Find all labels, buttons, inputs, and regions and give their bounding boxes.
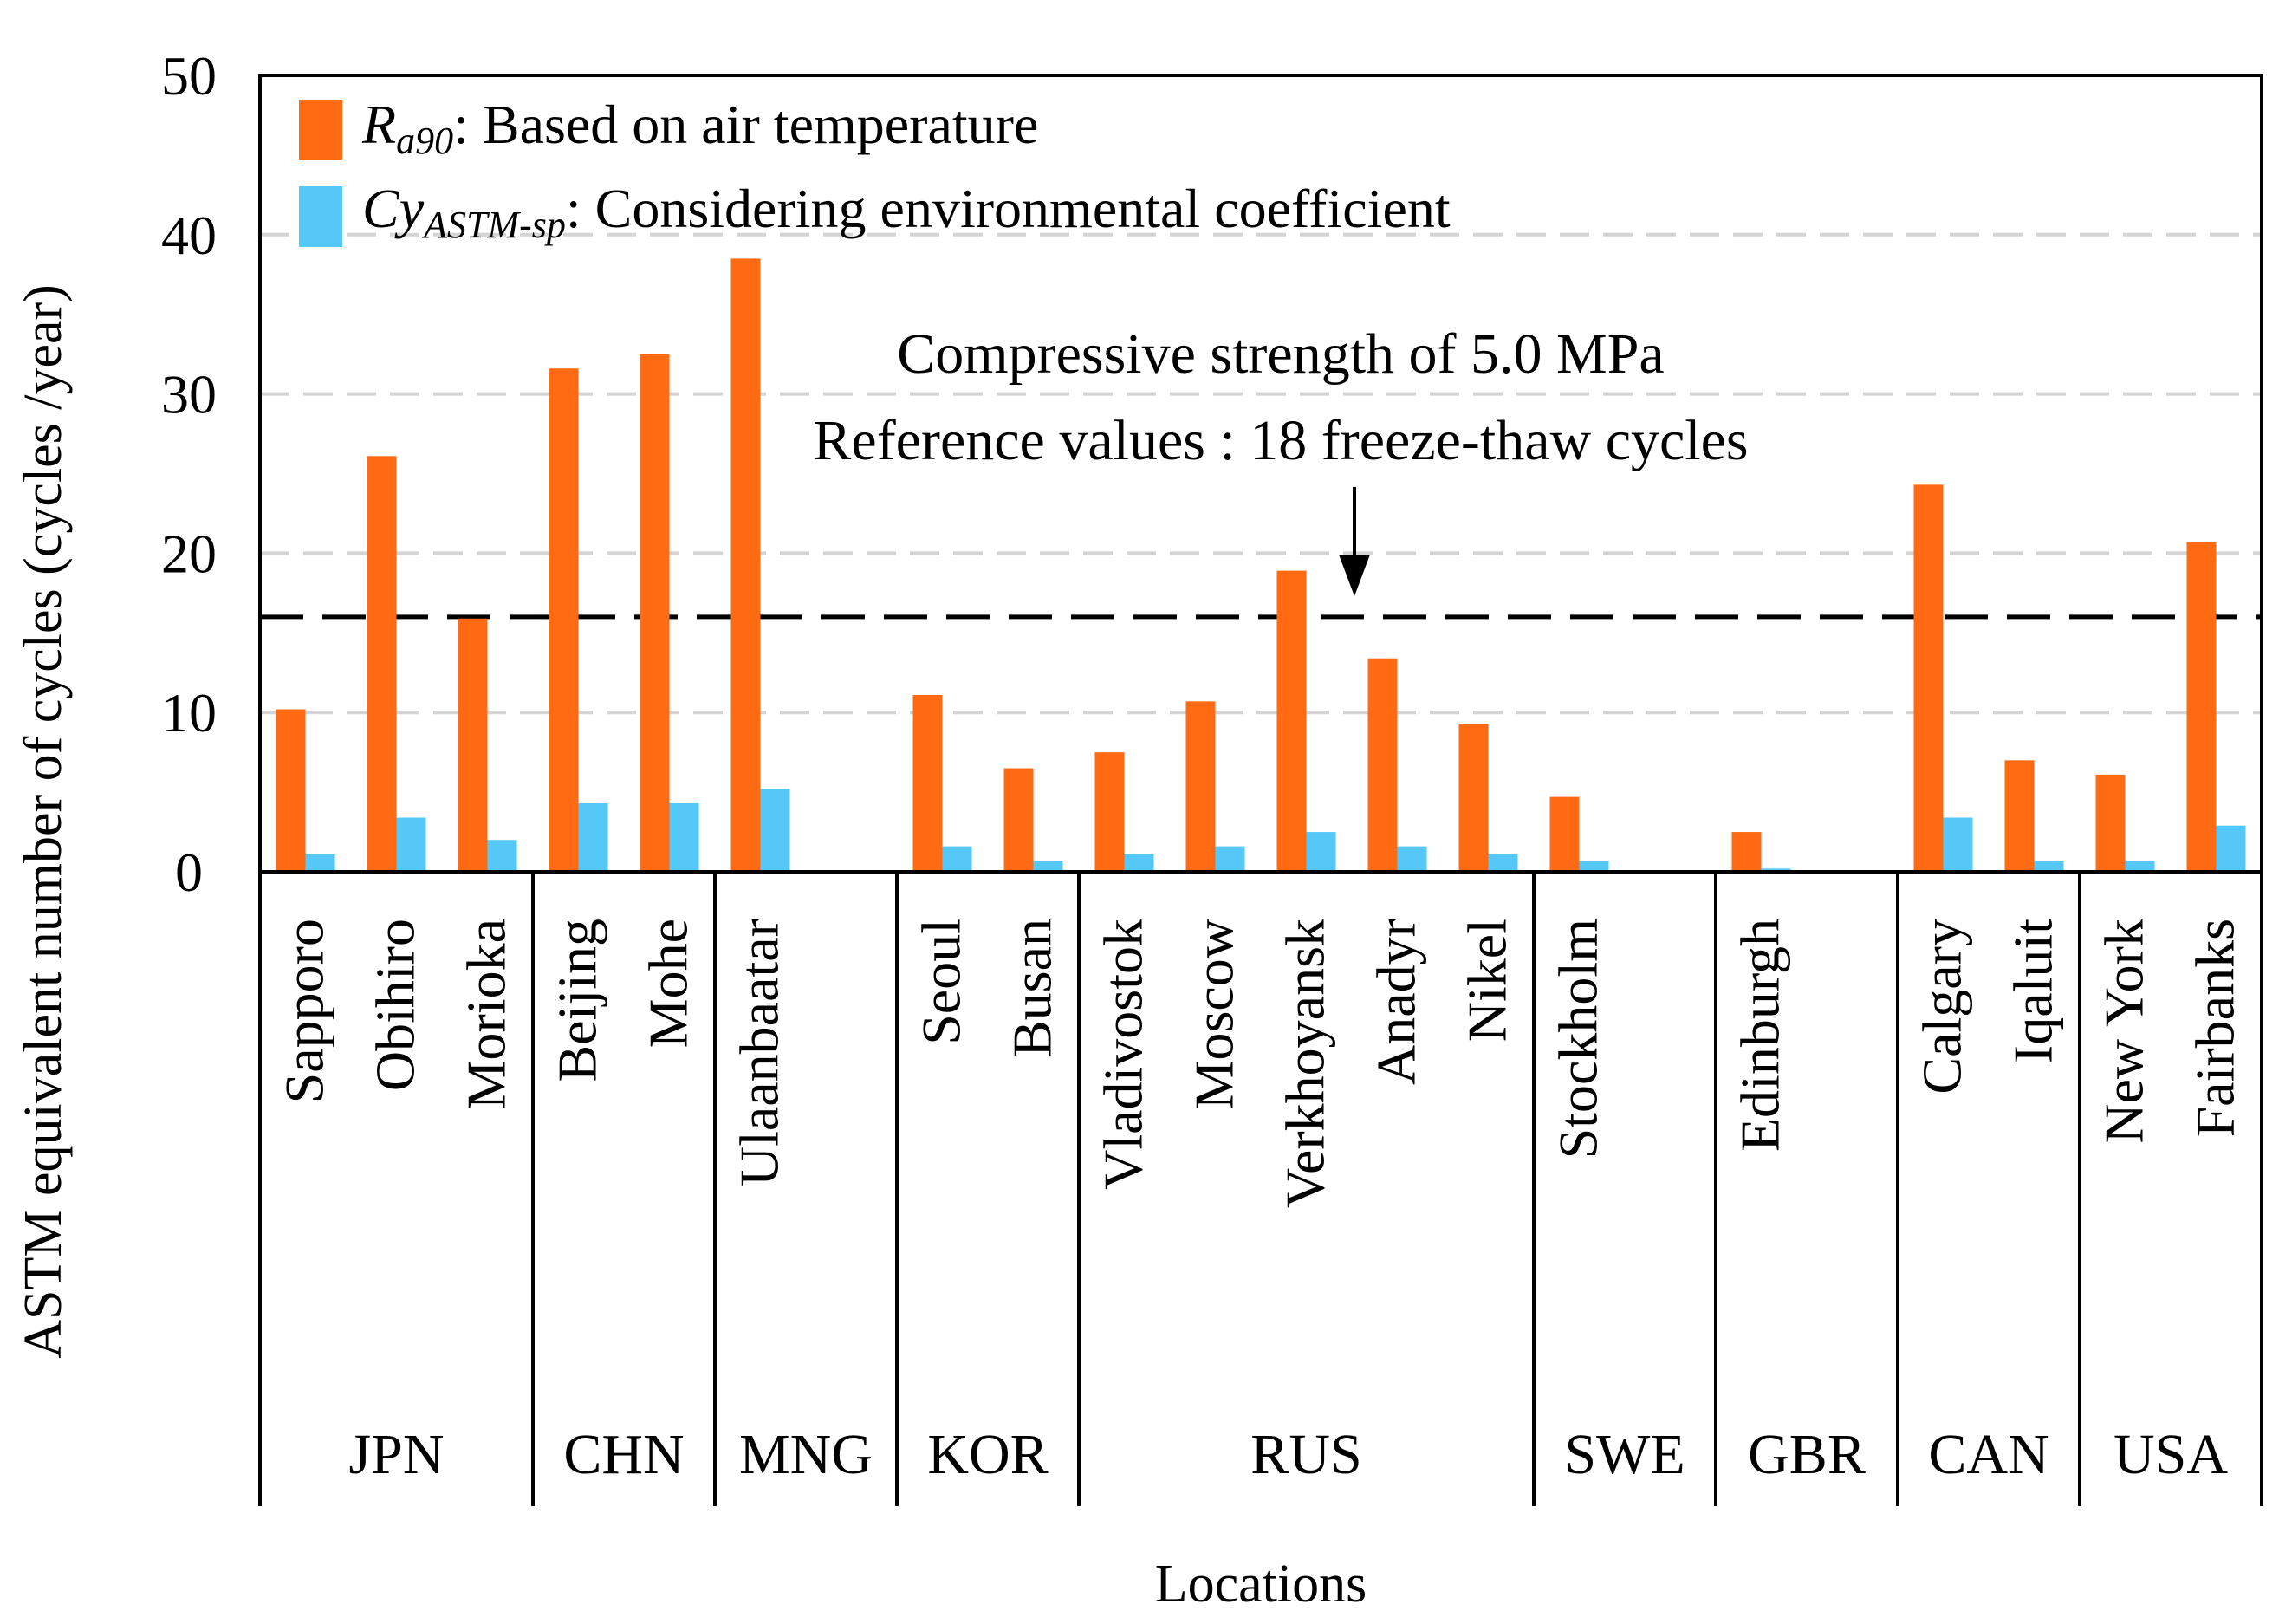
legend-cyastm-description: : Considering environmental coefficient [566,178,1451,239]
bar-cyastm [2216,825,2246,872]
y-ticks: 0 10 20 30 40 50 [161,45,217,903]
group-label: KOR [927,1423,1048,1486]
x-category-label: Mohe [638,919,699,1048]
bar-cyastm [1124,854,1154,872]
bar-ra90 [912,694,943,872]
y-tick-label: 0 [175,841,203,903]
bar-cyastm [305,854,335,872]
x-category-label: Busan [1002,919,1063,1057]
x-category-label: Moscow [1184,919,1245,1109]
legend-ra90-symbol: R [361,94,396,155]
bar-ra90 [458,618,488,872]
y-tick-label: 50 [161,45,217,107]
y-tick-label: 30 [161,364,217,425]
x-category-label: Stockholm [1548,919,1609,1159]
bar-cyastm [760,789,790,872]
group-label: SWE [1564,1423,1685,1486]
group-label: JPN [348,1423,444,1486]
x-category-labels: Sapporo Obihiro Morioka Beijing Mohe Ulaanbaa… [274,919,2246,1208]
group-label: GBR [1748,1423,1866,1486]
bar-ra90 [730,258,761,872]
x-category-label: Verkhoyansk [1275,919,1336,1208]
legend-cyastm-subscript: ASTM-sp [421,204,566,246]
annotation-reference: Reference values : 18 freeze-thaw cycles [813,409,1748,472]
x-category-label: Edinburgh [1730,919,1791,1152]
bar-cyastm [669,802,699,872]
x-category-label: Beijing [547,919,608,1082]
legend: Ra90: Based on air temperature CyASTM-sp… [299,94,1451,247]
group-label: CAN [1928,1423,2049,1486]
legend-entry-ra90: Ra90: Based on air temperature [361,94,1038,162]
bar-cyastm [2034,861,2064,872]
x-category-label: Anadyr [1366,919,1427,1085]
x-category-label: New York [2094,919,2155,1144]
group-label: USA [2113,1423,2228,1486]
bar-ra90 [1094,752,1125,872]
legend-cyastm-symbol: Cy [362,178,425,239]
bar-ra90 [2004,760,2035,872]
bar-cyastm [1943,817,1973,872]
bar-ra90 [367,456,397,872]
legend-entry-cyastm: CyASTM-sp: Considering environmental coe… [362,178,1451,246]
y-axis-label: ASTM equivalent number of cycles (cycles… [14,284,73,1359]
group-label: CHN [563,1423,684,1486]
x-category-label: Ulaanbaatar [729,919,790,1186]
legend-ra90-description: : Based on air temperature [453,94,1038,155]
bar-cyastm [1033,861,1063,872]
x-category-label: Morioka [456,919,517,1109]
bar-ra90 [2095,774,2126,872]
x-category-label: Seoul [911,919,972,1045]
bars [276,258,2246,872]
x-category-label: Fairbanks [2185,919,2246,1137]
x-category-label: Iqaluit [2003,919,2064,1063]
group-label: MNG [739,1423,873,1486]
bar-ra90 [2186,542,2217,872]
x-category-label: Vladivostok [1093,919,1154,1190]
annotation-arrow-head [1339,555,1370,596]
bar-cyastm [487,840,517,872]
bar-cyastm [396,817,426,872]
country-groups: JPN CHN MNG KOR RUS SWE GBR CAN USA [258,872,2263,1506]
bar-cyastm [942,846,972,872]
bar-cyastm [578,802,608,872]
bar-ra90 [1913,484,1944,872]
annotation-strength: Compressive strength of 5.0 MPa [897,322,1664,386]
bar-ra90 [1549,796,1580,872]
y-tick-label: 40 [161,205,217,266]
bar-ra90 [1276,570,1307,872]
bar-cyastm [1579,861,1609,872]
plot-frame [258,74,2263,874]
x-category-label: Obihiro [365,919,426,1091]
bar-ra90 [1458,724,1489,872]
bar-ra90 [1003,768,1034,872]
bar-cyastm [1488,854,1518,872]
legend-swatch-ra90 [299,100,342,160]
bar-ra90 [1731,832,1762,872]
legend-ra90-subscript: a90 [396,120,453,162]
annotation-arrow [1339,487,1370,596]
x-category-label: Sapporo [274,919,335,1103]
bar-cyastm [1215,846,1245,872]
bar-cyastm [2125,861,2155,872]
bar-cyastm [1397,846,1427,872]
y-tick-label: 20 [161,523,217,584]
bar-cyastm [1306,832,1336,872]
x-category-label: Calgary [1912,919,1973,1095]
bar-ra90 [1367,658,1398,872]
x-category-label: Nikel [1457,919,1518,1042]
group-label: RUS [1250,1423,1361,1486]
y-tick-label: 10 [161,682,217,744]
legend-swatch-cyastm [299,186,342,247]
bar-ra90 [549,368,579,872]
bar-ra90 [640,354,670,872]
x-axis-label: Locations [1155,1555,1367,1614]
bar-ra90 [276,709,306,872]
bar-ra90 [1185,701,1216,872]
